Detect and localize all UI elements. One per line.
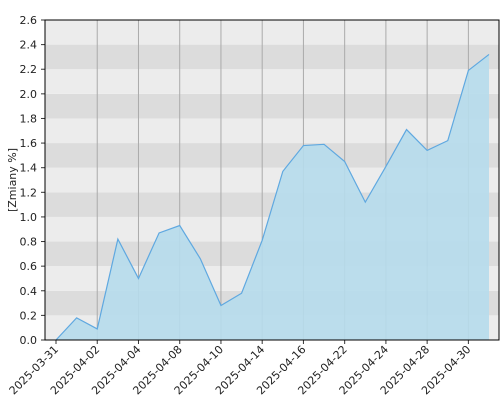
y-tick-label: 2.2: [20, 63, 38, 76]
band: [45, 44, 499, 70]
y-tick-label: 2.0: [20, 88, 38, 101]
y-tick-label: 2.4: [20, 39, 38, 52]
band: [45, 69, 499, 94]
band: [45, 93, 499, 119]
plot-frame: [44, 19, 500, 341]
y-tick-label: 2.6: [20, 14, 38, 27]
band: [45, 20, 499, 45]
y-tick-label: 0.4: [20, 285, 38, 298]
y-tick-label: 0.8: [20, 236, 38, 249]
y-tick-label: 0.2: [20, 309, 38, 322]
band: [45, 118, 499, 144]
area: [56, 54, 489, 340]
y-axis-label: [Zmiany %]: [6, 148, 19, 212]
y-tick-label: 1.6: [20, 137, 38, 150]
line: [55, 53, 490, 341]
y-tick-label: 0.6: [20, 260, 38, 273]
y-tick-label: 1.0: [20, 211, 38, 224]
y-tick-label: 1.4: [20, 162, 38, 175]
y-tick-label: 1.2: [20, 186, 38, 199]
y-tick-label: 1.8: [20, 112, 38, 125]
y-tick-label: 0.0: [20, 334, 38, 347]
